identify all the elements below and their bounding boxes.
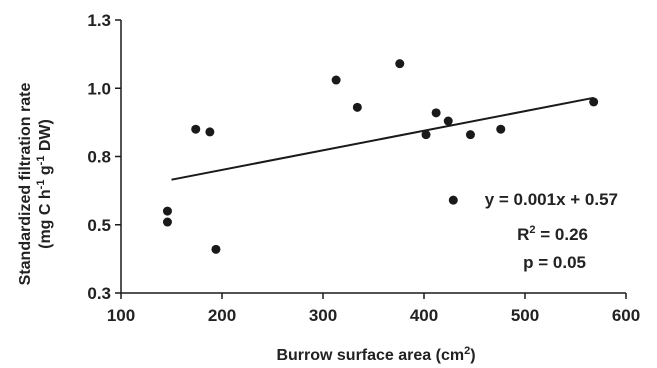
y-axis-title-prefix: (mg C h xyxy=(37,189,54,249)
trendline xyxy=(171,96,594,181)
y-axis-title-suffix: DW) xyxy=(37,119,54,155)
y-tick-label: 1.0 xyxy=(87,79,111,98)
y-axis-title-line1: Standardized filtration rate xyxy=(17,83,34,286)
y-axis-title-sup2: -1 xyxy=(35,156,47,166)
y-axis-title-line2: (mg C h-1 g-1 DW) xyxy=(35,119,54,249)
data-point xyxy=(465,130,475,140)
r-squared-prefix: R xyxy=(517,225,529,244)
data-point xyxy=(352,102,362,112)
x-tick-label: 200 xyxy=(208,306,236,325)
y-tick-label: 0.3 xyxy=(87,284,111,303)
data-point xyxy=(431,108,441,118)
x-tick-label: 500 xyxy=(511,306,539,325)
data-points xyxy=(162,59,599,254)
r-squared-sup: 2 xyxy=(529,224,535,236)
data-point xyxy=(589,97,599,107)
y-tick-label: 0.8 xyxy=(87,148,111,167)
x-tick-label: 600 xyxy=(612,306,640,325)
r-squared: R2 = 0.26 xyxy=(517,224,588,244)
y-axis-title-mid: g xyxy=(37,165,54,179)
regression-equation: y = 0.001x + 0.57 xyxy=(485,190,618,209)
x-axis-title-text: Burrow surface area (cm xyxy=(276,347,464,364)
p-value: p = 0.05 xyxy=(523,253,586,272)
y-axis-title-sup1: -1 xyxy=(35,180,47,190)
y-tick-label: 0.5 xyxy=(87,216,111,235)
data-point xyxy=(191,124,201,134)
data-point xyxy=(211,244,221,254)
data-point xyxy=(496,124,506,134)
r-squared-suffix: = 0.26 xyxy=(536,225,588,244)
x-tick-label: 400 xyxy=(410,306,438,325)
x-axis-title-end: ) xyxy=(470,347,475,364)
data-point xyxy=(331,75,341,85)
x-axis-title-sup: 2 xyxy=(464,345,470,357)
y-tick-label: 1.3 xyxy=(87,11,111,30)
y-axis-ticks: 0.3 0.5 0.8 1.0 1.3 xyxy=(87,11,121,303)
data-point xyxy=(162,217,172,227)
data-point xyxy=(421,130,431,140)
legend-marker-point xyxy=(448,195,458,205)
data-point xyxy=(395,59,405,69)
x-axis-ticks: 100 200 300 400 500 600 xyxy=(107,293,640,325)
x-tick-label: 100 xyxy=(107,306,135,325)
x-axis-title: Burrow surface area (cm2) xyxy=(276,345,475,364)
data-point xyxy=(205,127,215,137)
data-point xyxy=(443,116,453,126)
data-point xyxy=(162,206,172,216)
x-tick-label: 300 xyxy=(309,306,337,325)
